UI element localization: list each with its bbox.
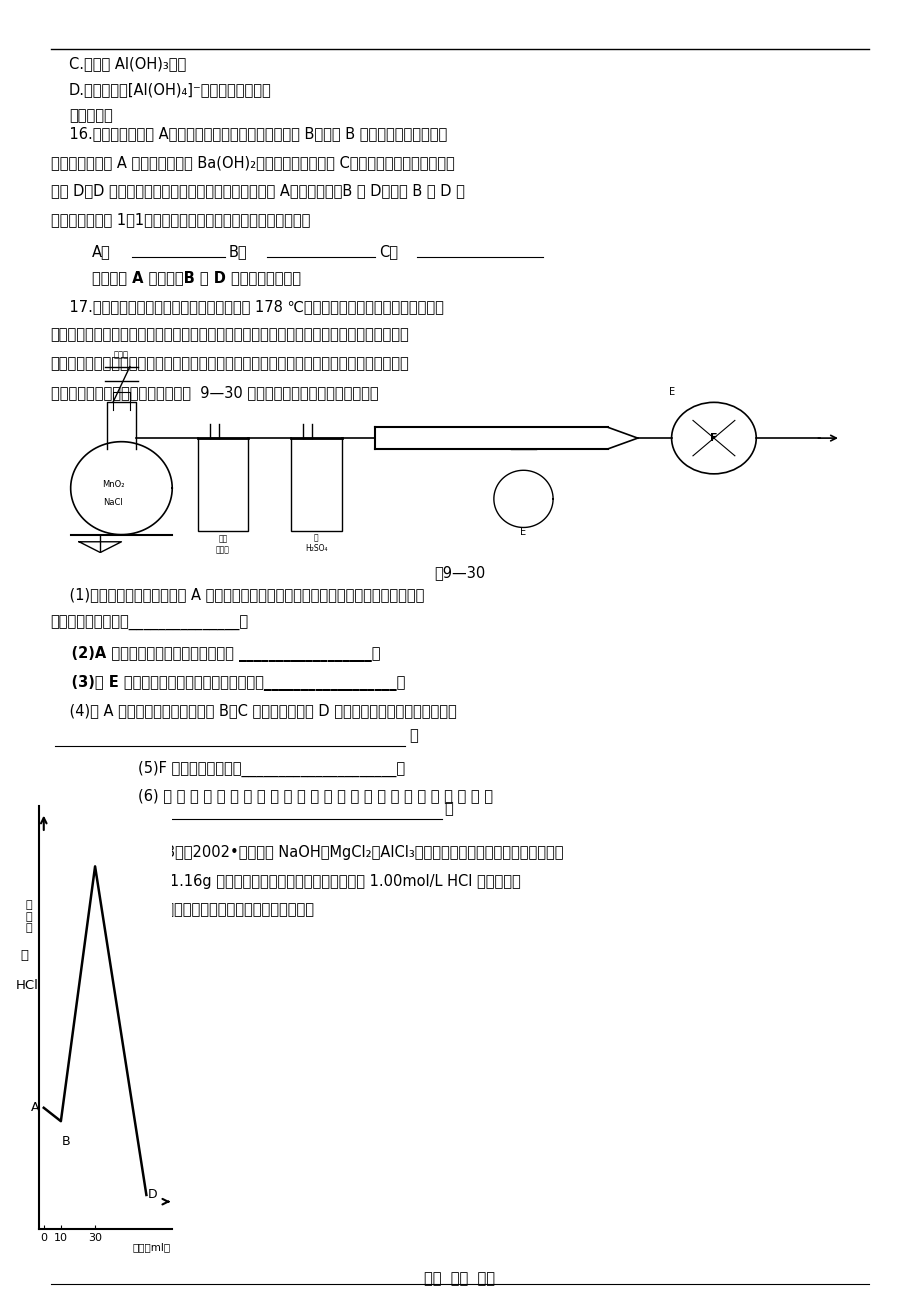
Text: 沉
淀
量: 沉 淀 量 [25, 900, 31, 933]
Text: E: E [668, 387, 674, 398]
Text: ；: ； [409, 728, 418, 744]
Text: 于处理润滑油等。工业上由金属铝和氯气作用或由无水氯化氢气体与熔融金属铝作用而制得。: 于处理润滑油等。工业上由金属铝和氯气作用或由无水氯化氢气体与熔融金属铝作用而制得… [51, 356, 409, 372]
Text: (3)在 E 处可收集到纯净的氯化铝，其原因是__________________；: (3)在 E 处可收集到纯净的氯化铝，其原因是_________________… [51, 675, 404, 690]
Text: H₂SO₄: H₂SO₄ [304, 543, 327, 552]
Text: 生 1.16g 白色沉淀，再向所得悬浊液中逐滴加入 1.00mol/L HCl 溶液，加入: 生 1.16g 白色沉淀，再向所得悬浊液中逐滴加入 1.00mol/L HCl … [138, 874, 520, 889]
Text: 16.某常见白色晶体 A，与盐酸反应产生无色无味的气体 B；现将 B 通入澄清石灰水，石灰: 16.某常见白色晶体 A，与盐酸反应产生无色无味的气体 B；现将 B 通入澄清石… [51, 126, 447, 142]
Text: B: B [62, 1135, 70, 1148]
Text: 水变浑浊。若在 A 的水溶液中滴加 Ba(OH)₂溶液则析出白色沉淀 C，此时将溶液微热放出无色: 水变浑浊。若在 A 的水溶液中滴加 Ba(OH)₂溶液则析出白色沉淀 C，此时将… [51, 155, 454, 170]
Text: 物质的量之比为 1：1。根据以上事实，写出下列物质的化学式：: 物质的量之比为 1：1。根据以上事实，写出下列物质的化学式： [51, 212, 310, 227]
Text: HCl: HCl [16, 979, 39, 992]
Text: 17.无水氯化铝是白色晶体，易吸收水分。在 178 ℃升华。装有无水氯化铝的试剂瓶久置: 17.无水氯化铝是白色晶体，易吸收水分。在 178 ℃升华。装有无水氯化铝的试剂… [51, 299, 443, 315]
Text: 浓: 浓 [313, 533, 318, 542]
Text: C.全部为 Al(OH)₃沉淀: C.全部为 Al(OH)₃沉淀 [69, 56, 186, 72]
Text: (6) 无 水 氯 化 铝 在 潮 湿 空 气 中 ， 会 产 生 大 量 白 雾 ， 反 应 方 程 式: (6) 无 水 氯 化 铝 在 潮 湿 空 气 中 ， 会 产 生 大 量 白 … [138, 788, 493, 803]
Text: D.几乎全部以[Al(OH)₄]⁻形式存在于溶液中: D.几乎全部以[Al(OH)₄]⁻形式存在于溶液中 [69, 82, 271, 98]
Text: 气体 D；D 可以使湿润的红色石蕊试纸变蓝。加热固体 A，可生成水、B 和 D，而且 B 和 D 的: 气体 D；D 可以使湿润的红色石蕊试纸变蓝。加热固体 A，可生成水、B 和 D，… [51, 183, 464, 199]
Text: 饱和: 饱和 [218, 534, 227, 543]
Bar [290, 438, 341, 532]
Text: A．: A． [92, 244, 110, 260]
Text: 。: 。 [444, 801, 453, 816]
Text: (5)F 装置所起的作用有_____________________；: (5)F 装置所起的作用有_____________________； [138, 760, 404, 776]
Text: E: E [520, 526, 526, 537]
Text: 溶液的体积与生成沉淀的关系如下图所示: 溶液的体积与生成沉淀的关系如下图所示 [138, 902, 313, 918]
Text: 食盐水: 食盐水 [216, 546, 230, 555]
Text: A: A [31, 1101, 40, 1114]
Text: 潮湿空气中，会自动爆炸并产生大量白雾。氯化铝常作为有机合成和石油工业的催化剂，并用: 潮湿空气中，会自动爆炸并产生大量白雾。氯化铝常作为有机合成和石油工业的催化剂，并… [51, 328, 409, 343]
Text: 18．（2002•朝阳）把 NaOH、MgCl₂、AlCl₃三种固体组成的混合物溶于足量水后，: 18．（2002•朝阳）把 NaOH、MgCl₂、AlCl₃三种固体组成的混合物… [138, 845, 563, 861]
Text: 图9—30: 图9—30 [434, 566, 485, 581]
Text: NaCl: NaCl [103, 498, 123, 507]
Text: 某课外兴趣小组在实验室里，通过图  9—30 装置制取少量纯净的无水氯化铝。: 某课外兴趣小组在实验室里，通过图 9—30 装置制取少量纯净的无水氯化铝。 [51, 385, 378, 400]
Text: C．: C． [379, 244, 398, 260]
Text: 二．填空题: 二．填空题 [69, 108, 113, 124]
Text: 浓硫酸: 浓硫酸 [114, 351, 129, 360]
Text: 加热固体 A 生成水、B 和 D 的化学方程式是：: 加热固体 A 生成水、B 和 D 的化学方程式是： [92, 270, 301, 286]
Bar [198, 438, 248, 532]
Text: (2)A 装置中发生反应的化学方程式为 __________________；: (2)A 装置中发生反应的化学方程式为 __________________； [51, 646, 380, 662]
Text: (1)开始实验时，不能先点燃 A 装置的酒精灯，后打开分液漏斗的活塞，将适量浓硫酸注: (1)开始实验时，不能先点燃 A 装置的酒精灯，后打开分液漏斗的活塞，将适量浓硫… [51, 588, 424, 603]
Text: 入烧瓶里，其理由是_______________。: 入烧瓶里，其理由是_______________。 [51, 616, 248, 632]
Text: D: D [148, 1188, 157, 1201]
Text: MnO₂: MnO₂ [102, 480, 124, 489]
Text: 用心  爱心  专心: 用心 爱心 专心 [424, 1271, 495, 1287]
Text: (4)从 A 装置导出的气体若不经过 B，C 装置而直接进入 D 管，将对实验产生不良的后果是: (4)从 A 装置导出的气体若不经过 B，C 装置而直接进入 D 管，将对实验产… [51, 703, 456, 719]
Text: F: F [709, 433, 717, 443]
Text: 盐酸（ml）: 盐酸（ml） [132, 1242, 170, 1252]
Text: 产: 产 [20, 949, 28, 962]
Text: B．: B． [229, 244, 247, 260]
